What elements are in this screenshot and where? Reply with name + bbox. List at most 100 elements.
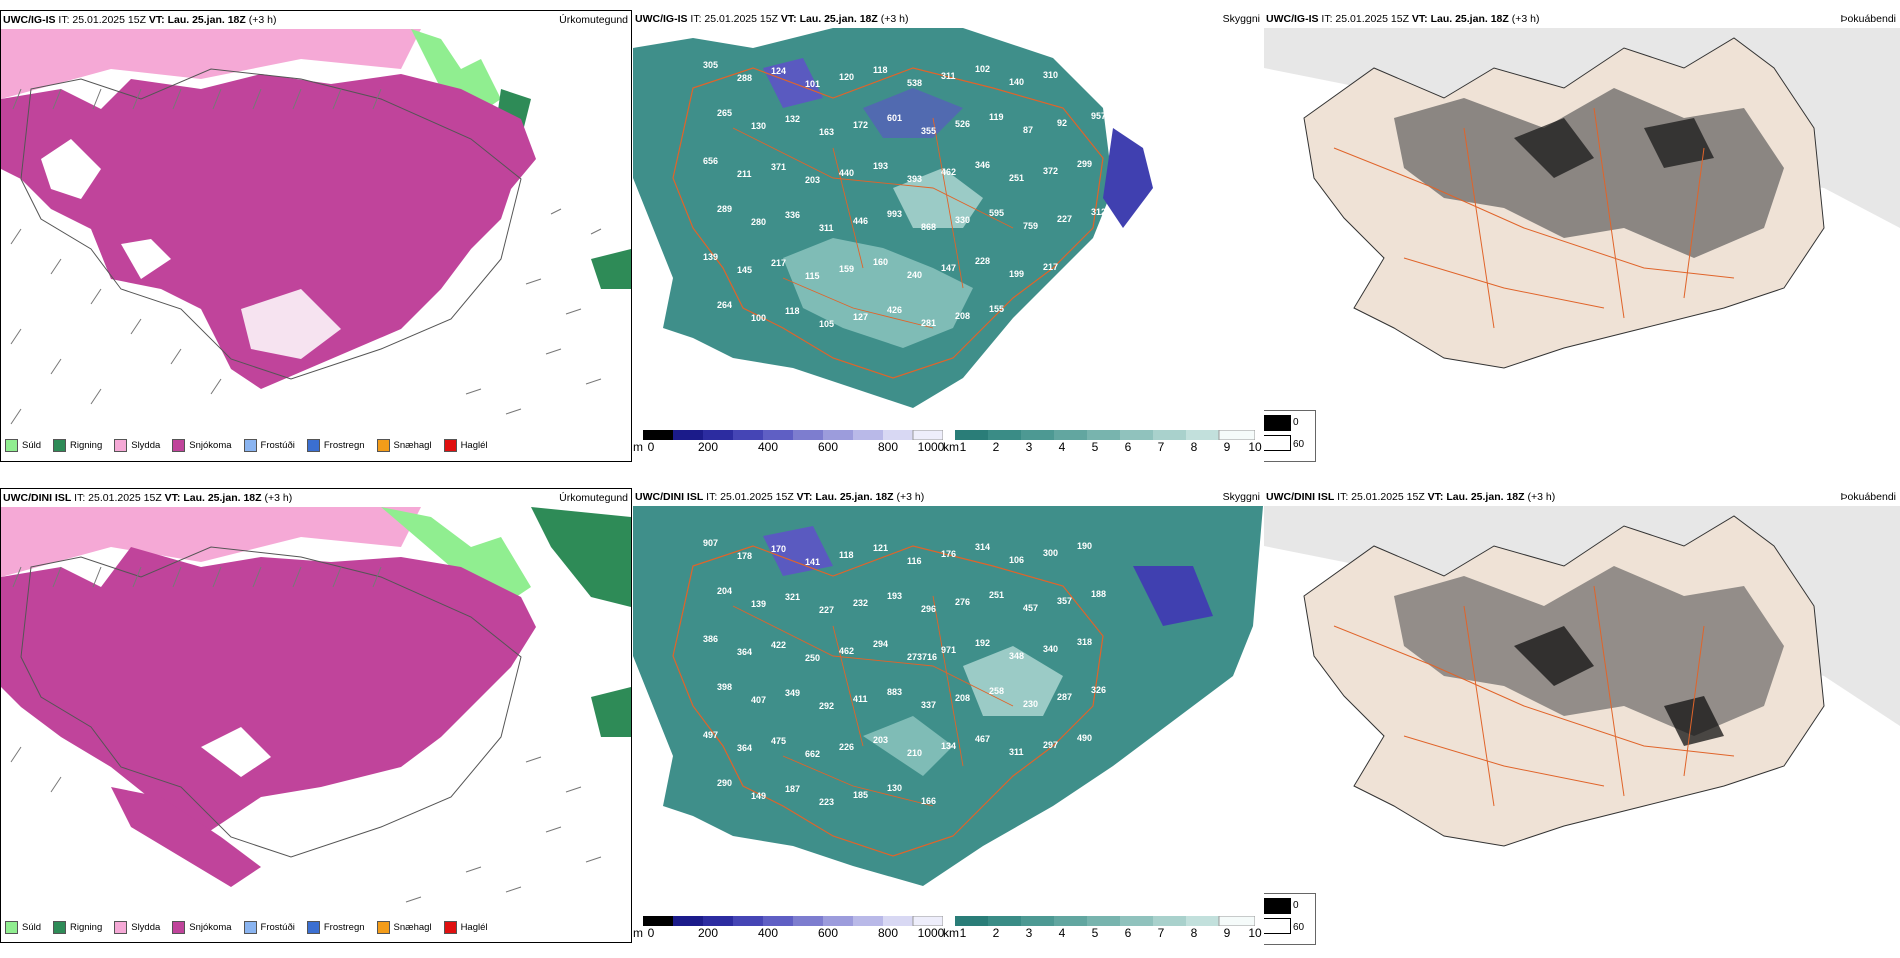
precip-legend: Súld Rigning Slydda Snjókoma Frostúði Fr… [5,921,488,934]
station-value: 312 [1091,207,1106,217]
fog-legend: 0 60 [1264,893,1316,945]
fog-index-panel-1: UWC/IG-IS IT: 25.01.2025 15Z VT: Lau. 25… [1264,10,1900,480]
panel-header: UWC/IG-IS IT: 25.01.2025 15Z VT: Lau. 25… [1,11,631,29]
panel-title: Úrkomutegund [559,14,628,26]
station-value: 141 [805,557,820,567]
station-value: 188 [1091,589,1106,599]
legend-item: Frostúði [243,921,295,934]
station-value: 227 [819,605,834,615]
station-value: 526 [955,119,970,129]
station-value: 907 [703,538,718,548]
station-value: 300 [1043,548,1058,558]
station-value: 393 [907,174,922,184]
station-value: 185 [853,790,868,800]
station-value: 187 [785,784,800,794]
station-value: 116 [907,556,922,566]
panel-header: UWC/DINI ISL IT: 25.01.2025 15Z VT: Lau.… [1,489,631,507]
legend-item: Haglél [443,921,488,934]
station-value: 92 [1057,118,1067,128]
legend-item: Súld [5,439,41,452]
station-value: 601 [887,113,902,123]
panel-title: Þokuábendi [1840,491,1896,503]
station-value: 163 [819,127,834,137]
legend-item: Snæhagl [376,921,432,934]
station-value: 364 [737,743,752,753]
station-value: 130 [751,121,766,131]
station-value: 422 [771,640,786,650]
station-value: 166 [921,796,936,806]
station-value: 251 [989,590,1004,600]
station-value: 147 [941,263,956,273]
station-value: 145 [737,265,752,275]
station-value: 497 [703,730,718,740]
legend-item: Frostregn [306,921,365,934]
legend-item: Rigning [53,921,102,934]
station-value: 314 [975,542,990,552]
station-value: 134 [941,741,956,751]
legend-item: Frostúði [243,439,295,452]
station-value: 199 [1009,269,1024,279]
panel-title: Skyggni [1222,491,1260,503]
station-value: 336 [785,210,800,220]
station-value: 297 [1043,740,1058,750]
init-time: IT: 25.01.2025 15Z [74,492,162,504]
precip-type-panel-2: UWC/DINI ISL IT: 25.01.2025 15Z VT: Lau.… [0,488,632,943]
station-value: 160 [873,257,888,267]
station-value: 299 [1077,159,1092,169]
legend-item: Rigning [53,439,102,452]
station-value: 106 [1009,555,1024,565]
station-value: 101 [805,79,820,89]
station-value: 228 [975,256,990,266]
station-value: 132 [785,114,800,124]
station-value: 264 [717,300,732,310]
station-value: 289 [717,204,732,214]
station-value: 288 [737,73,752,83]
legend-item: Súld [5,921,41,934]
legend-item: Frostregn [306,439,365,452]
station-value: 296 [921,604,936,614]
station-value: 210 [907,748,922,758]
visibility-colorbar-gradient [955,430,1255,440]
ceiling-colorbar: m 0 200 400 600 800 1000 [633,916,944,946]
station-value: 118 [785,306,800,316]
station-value: 747 [1057,310,1072,320]
precip-map [1,29,631,434]
station-value: 217 [1043,262,1058,272]
station-value: 446 [853,216,868,226]
visibility-colorbar: km 1 2 3 4 5 6 7 8 9 10 [943,430,1263,460]
station-value: 759 [1023,221,1038,231]
station-value: 176 [941,549,956,559]
station-value: 140 [1009,77,1024,87]
station-value: 294 [873,639,888,649]
station-value: 440 [839,168,854,178]
legend-item: Snjókoma [172,921,232,934]
station-value: 227 [1057,214,1072,224]
visibility-map: 305 288 124 101 120 118 538 311 102 140 310 236 265 1… [633,28,1263,428]
station-value: 127 [853,312,868,322]
legend-item: Slydda [114,439,160,452]
station-value: 226 [839,742,854,752]
station-value: 105 [819,319,834,329]
lead-time: (+3 h) [264,492,293,504]
fog-map [1264,28,1900,478]
fog-map [1264,506,1900,956]
station-value: 265 [717,108,732,118]
station-value: 232 [853,598,868,608]
station-value: 311 [1009,747,1024,757]
station-value: 411 [853,694,868,704]
station-value: 118 [873,65,888,75]
station-value: 364 [737,647,752,657]
station-value: 208 [955,311,970,321]
station-value: 868 [921,222,936,232]
station-value: 192 [975,638,990,648]
station-value: 321 [785,592,800,602]
visibility-map: 907 178 170 141 118 121 116 176 314 106 300 190 204 1… [633,506,1263,906]
station-value: 358 [1091,303,1106,313]
station-value: 475 [771,736,786,746]
station-value: 203 [873,735,888,745]
station-value: 426 [887,305,902,315]
visibility-panel-2: UWC/DINI ISL IT: 25.01.2025 15Z VT: Lau.… [633,488,1263,958]
station-value: 217 [771,258,786,268]
legend-item: Slydda [114,921,160,934]
station-value: 348 [1009,651,1024,661]
